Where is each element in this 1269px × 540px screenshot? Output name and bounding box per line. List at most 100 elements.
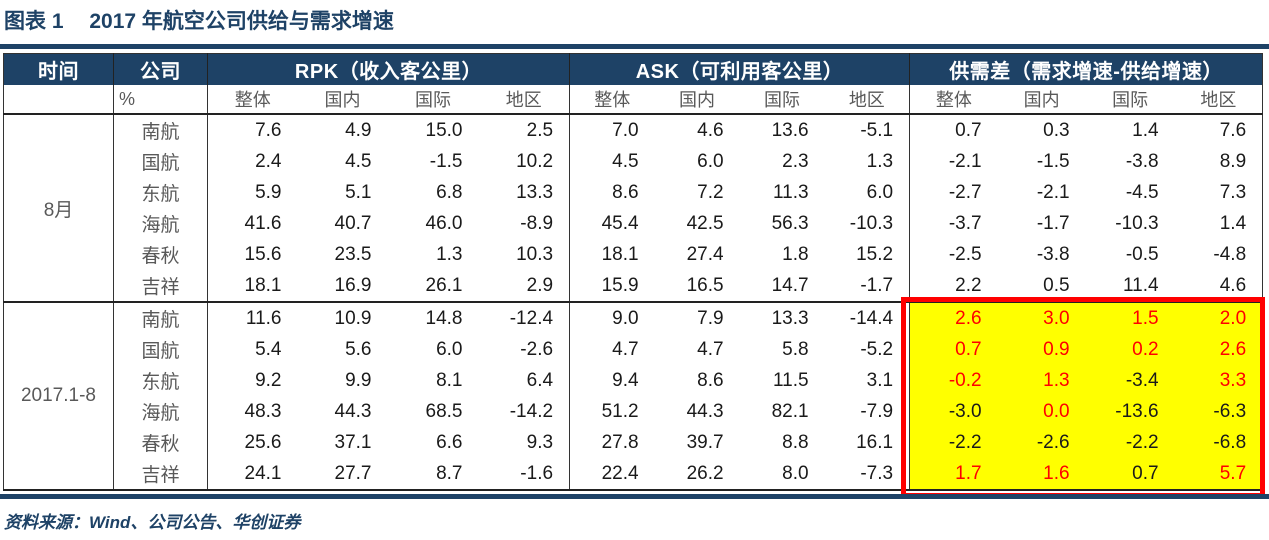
diff-value-cell: 1.4 [1132, 119, 1159, 141]
diff-value-cell: -4.5 [1125, 181, 1159, 203]
rpk-value-cell: 10.3 [478, 239, 571, 270]
source-note: 资料来源：Wind、公司公告、华创证券 [4, 513, 301, 532]
diff-value-cell: 7.6 [1219, 119, 1247, 141]
company-cell: 东航 [113, 365, 208, 396]
ask-value-cell: 15.2 [824, 239, 911, 270]
rpk-value-cell: 6.0 [436, 338, 463, 360]
ask-value-cell: 27.8 [601, 431, 639, 453]
company-cell: 国航 [113, 146, 208, 177]
rpk-value-cell: 40.7 [334, 212, 372, 234]
rpk-value-cell: 9.9 [345, 369, 372, 391]
table-row: 吉祥 24.1 27.7 8.7 -1.6 22.4 26.2 8.0 -7.3 1.7 1.6 0.… [4, 458, 1263, 490]
col-header-time: 时间 [3, 53, 114, 85]
ask-value-cell: 4.5 [612, 150, 639, 172]
company-cell: 南航 [113, 301, 208, 334]
ask-value-cell: 26.2 [686, 462, 724, 484]
rpk-value-cell: 9.3 [478, 427, 571, 458]
rpk-value-cell: 68.5 [425, 400, 463, 422]
table-row: 春秋 15.6 23.5 1.3 10.3 18.1 27.4 1.8 15.2 -2.5 -3.8… [4, 239, 1263, 270]
diff-value-cell: -2.7 [948, 181, 982, 203]
rpk-value-cell: 48.3 [244, 400, 282, 422]
diff-value-cell: -1.7 [1036, 212, 1070, 234]
diff-value-cell: 0.7 [909, 334, 998, 365]
unit-label: % [113, 85, 208, 115]
ask-value-cell: 22.4 [601, 462, 639, 484]
ask-value-cell: 3.1 [824, 365, 911, 396]
rpk-value-cell: -8.9 [478, 208, 571, 239]
ask-value-cell: 13.6 [771, 119, 809, 141]
diff-value-cell: 1.3 [997, 365, 1086, 396]
table-row: 2017.1-8 南航 11.6 10.9 14.8 -12.4 9.0 7.9 13.3 -14… [3, 301, 1263, 490]
table-row: 海航 41.6 40.7 46.0 -8.9 45.4 42.5 56.3 -10.3 -3.7 -… [4, 208, 1263, 239]
ask-value-cell: 6.0 [697, 150, 724, 172]
ask-value-cell: -5.1 [824, 114, 911, 146]
diff-value-cell: 0.0 [997, 396, 1086, 427]
diff-value-cell: 11.4 [1123, 274, 1159, 296]
rpk-value-cell: -1.5 [429, 150, 463, 172]
rpk-value-cell: 15.0 [425, 119, 463, 141]
supply-demand-table: 时间 公司 RPK（收入客公里） ASK（可利用客公里） 供需差（需求增速-供给… [3, 53, 1264, 491]
ask-value-cell: 8.6 [612, 181, 639, 203]
title-divider-rule [0, 44, 1269, 49]
diff-value-cell: 0.7 [955, 119, 982, 141]
company-cell: 吉祥 [113, 270, 208, 302]
rpk-value-cell: 5.4 [255, 338, 282, 360]
ask-value-cell: 16.5 [686, 274, 724, 296]
ask-value-cell: 39.7 [686, 431, 724, 453]
sub-header-rpk-regional: 地区 [478, 85, 571, 115]
rpk-value-cell: 13.3 [478, 177, 571, 208]
ask-value-cell: -7.3 [824, 458, 911, 490]
diff-value-cell: 1.4 [1219, 212, 1247, 234]
diff-value-cell: -2.2 [909, 427, 998, 458]
table-row: 8月 南航 7.6 4.9 15.0 2.5 7.0 4.6 13.6 -5.1 0.7 0.3 1.4… [3, 114, 1263, 302]
ask-value-cell: -5.2 [824, 334, 911, 365]
figure-title-text: 2017 年航空公司供给与需求增速 [89, 10, 394, 33]
sub-header-ask-regional: 地区 [824, 85, 911, 115]
rpk-value-cell: 4.9 [345, 119, 372, 141]
bottom-divider-rule [0, 494, 1269, 499]
diff-value-cell: 2.2 [955, 274, 982, 296]
ask-value-cell: 51.2 [601, 400, 639, 422]
rpk-value-cell: 26.1 [425, 274, 463, 296]
table-body: 8月 南航 7.6 4.9 15.0 2.5 7.0 4.6 13.6 -5.1 0.7 0.3 1.4… [3, 114, 1263, 490]
rpk-value-cell: -2.6 [478, 334, 571, 365]
company-cell: 东航 [113, 177, 208, 208]
company-cell: 春秋 [113, 239, 208, 270]
ask-value-cell: 27.4 [686, 243, 724, 265]
rpk-value-cell: 2.5 [478, 114, 571, 146]
rpk-value-cell: 2.9 [478, 270, 571, 302]
empty-header-cell [3, 85, 114, 115]
diff-value-cell: 2.0 [1174, 301, 1263, 334]
rpk-value-cell: 4.5 [345, 150, 372, 172]
diff-value-cell: -3.4 [1085, 365, 1175, 396]
diff-value-cell: -4.8 [1213, 243, 1247, 265]
table-group-header-row: 时间 公司 RPK（收入客公里） ASK（可利用客公里） 供需差（需求增速-供给… [3, 53, 1263, 85]
diff-value-cell: 1.7 [909, 458, 998, 490]
company-cell: 吉祥 [113, 458, 208, 490]
diff-value-cell: -2.6 [997, 427, 1086, 458]
diff-value-cell: -3.8 [1036, 243, 1070, 265]
ask-value-cell: 8.8 [782, 431, 809, 453]
table-row: 国航 5.4 5.6 6.0 -2.6 4.7 4.7 5.8 -5.2 0.7 0.9 0.2 2.6 [4, 334, 1263, 365]
diff-value-cell: -2.1 [948, 150, 982, 172]
table-row: 春秋 25.6 37.1 6.6 9.3 27.8 39.7 8.8 16.1 -2.2 -2.6-… [4, 427, 1263, 458]
rpk-value-cell: 8.7 [436, 462, 463, 484]
rpk-value-cell: 2.4 [255, 150, 282, 172]
diff-value-cell: -3.8 [1125, 150, 1159, 172]
diff-value-cell: 1.6 [997, 458, 1086, 490]
rpk-value-cell: 8.1 [436, 369, 463, 391]
company-cell: 南航 [113, 114, 208, 146]
diff-value-cell: 0.2 [1085, 334, 1175, 365]
diff-value-cell: -1.5 [1036, 150, 1070, 172]
sub-header-rpk-international: 国际 [387, 85, 479, 115]
diff-value-cell: -3.7 [948, 212, 982, 234]
rpk-value-cell: 6.4 [478, 365, 571, 396]
table-row: 吉祥 18.1 16.9 26.1 2.9 15.9 16.5 14.7 -1.7 2.2 0.5 1… [4, 270, 1263, 302]
rpk-value-cell: 10.2 [478, 146, 571, 177]
sub-header-rpk-total: 整体 [207, 85, 298, 115]
rpk-value-cell: 15.6 [244, 243, 282, 265]
rpk-value-cell: 46.0 [425, 212, 463, 234]
ask-value-cell: 8.0 [782, 462, 809, 484]
diff-value-cell: 3.0 [997, 301, 1086, 334]
ask-value-cell: 7.2 [697, 181, 724, 203]
